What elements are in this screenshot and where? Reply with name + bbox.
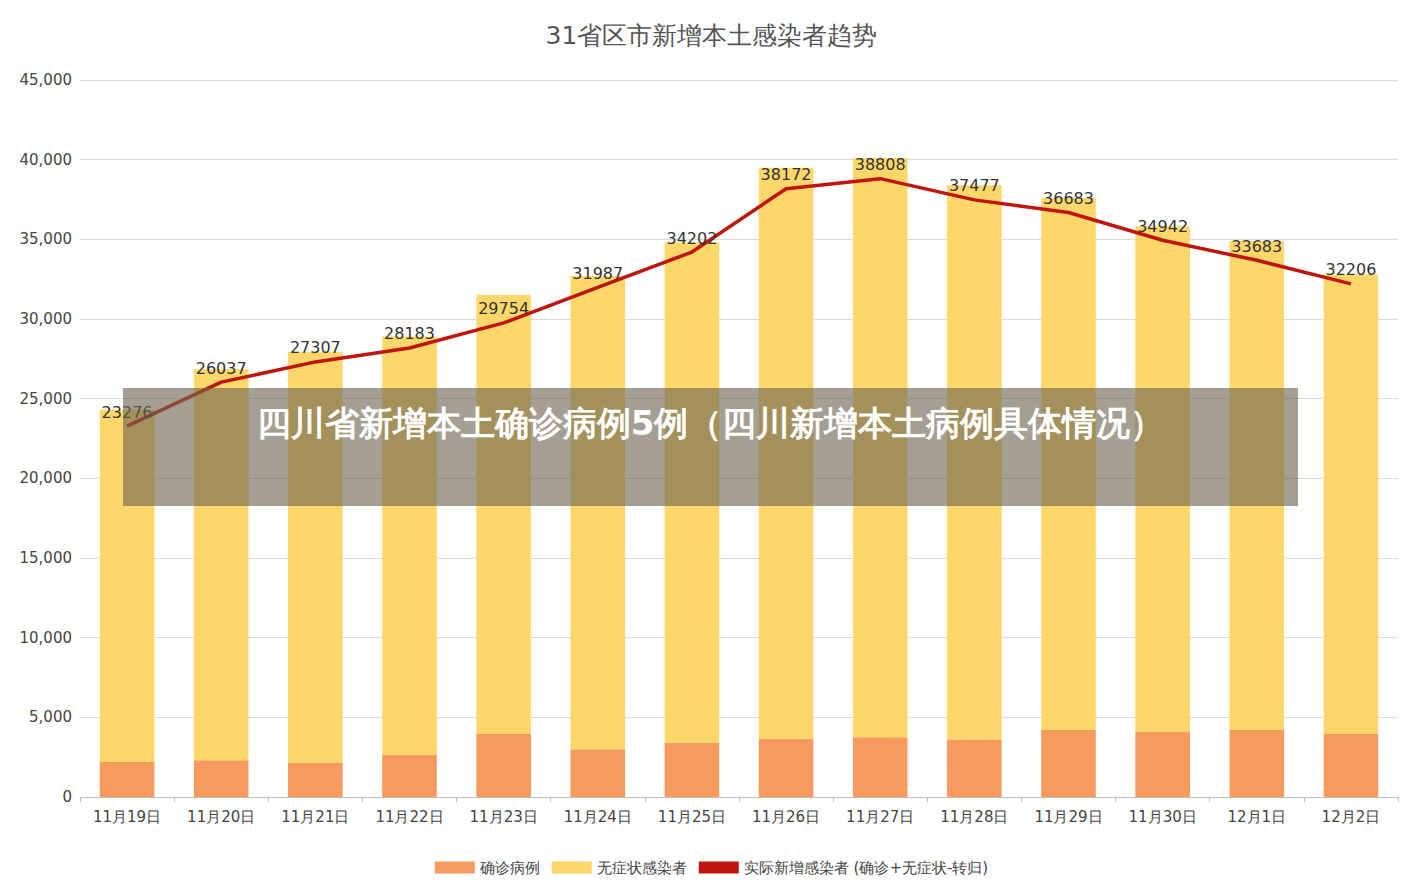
svg-text:27307: 27307 bbox=[290, 338, 341, 357]
svg-text:11月23日: 11月23日 bbox=[470, 808, 538, 826]
svg-text:11月30日: 11月30日 bbox=[1129, 808, 1197, 826]
svg-text:11月24日: 11月24日 bbox=[564, 808, 632, 826]
svg-text:35,000: 35,000 bbox=[20, 230, 73, 248]
svg-text:11月25日: 11月25日 bbox=[658, 808, 726, 826]
svg-text:30,000: 30,000 bbox=[20, 310, 73, 328]
svg-text:34202: 34202 bbox=[666, 229, 717, 248]
svg-text:实际新增感染者 (确诊+无症状-转归): 实际新增感染者 (确诊+无症状-转归) bbox=[744, 859, 988, 877]
svg-text:26037: 26037 bbox=[196, 359, 247, 378]
svg-text:11月21日: 11月21日 bbox=[281, 808, 349, 826]
svg-text:45,000: 45,000 bbox=[20, 71, 73, 89]
svg-text:34942: 34942 bbox=[1137, 217, 1188, 236]
svg-text:33683: 33683 bbox=[1231, 237, 1282, 256]
svg-text:5,000: 5,000 bbox=[29, 708, 72, 726]
svg-text:38808: 38808 bbox=[855, 155, 906, 174]
svg-text:29754: 29754 bbox=[478, 299, 529, 318]
svg-text:0: 0 bbox=[62, 788, 72, 806]
svg-text:10,000: 10,000 bbox=[20, 629, 73, 647]
svg-text:25,000: 25,000 bbox=[20, 390, 73, 408]
svg-text:11月27日: 11月27日 bbox=[846, 808, 914, 826]
svg-text:28183: 28183 bbox=[384, 324, 435, 343]
svg-text:11月22日: 11月22日 bbox=[375, 808, 443, 826]
svg-text:11月19日: 11月19日 bbox=[93, 808, 161, 826]
svg-text:无症状感染者: 无症状感染者 bbox=[597, 859, 687, 877]
svg-text:37477: 37477 bbox=[949, 176, 1000, 195]
svg-text:31省区市新增本土感染者趋势: 31省区市新增本土感染者趋势 bbox=[546, 21, 878, 50]
svg-text:15,000: 15,000 bbox=[20, 549, 73, 567]
svg-text:23276: 23276 bbox=[102, 403, 153, 422]
html-text:四川省新增本土确诊病例5例（四川新增本土病例具体情况）: 四川省新增本土确诊病例5例（四川新增本土病例具体情况） bbox=[256, 403, 1165, 443]
svg-text:11月20日: 11月20日 bbox=[187, 808, 255, 826]
svg-text:11月28日: 11月28日 bbox=[940, 808, 1008, 826]
svg-text:20,000: 20,000 bbox=[20, 469, 73, 487]
svg-text:36683: 36683 bbox=[1043, 189, 1094, 208]
svg-text:12月1日: 12月1日 bbox=[1227, 808, 1286, 826]
svg-text:11月26日: 11月26日 bbox=[752, 808, 820, 826]
svg-text:确诊病例: 确诊病例 bbox=[479, 859, 540, 877]
svg-text:38172: 38172 bbox=[761, 165, 812, 184]
svg-text:11月29日: 11月29日 bbox=[1034, 808, 1102, 826]
svg-text:12月2日: 12月2日 bbox=[1322, 808, 1381, 826]
svg-text:32206: 32206 bbox=[1325, 260, 1376, 279]
svg-text:40,000: 40,000 bbox=[20, 151, 73, 169]
svg-text:31987: 31987 bbox=[572, 264, 623, 283]
